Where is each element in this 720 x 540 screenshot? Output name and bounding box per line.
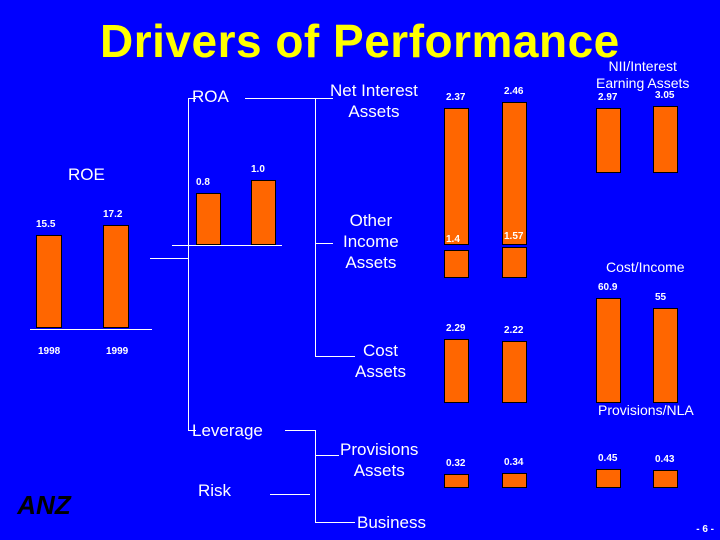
bar-1-0 — [196, 193, 221, 245]
provisions-assets-label: Provisions Assets — [340, 440, 419, 480]
bar-3-1 — [502, 247, 527, 278]
year-label-1998: 1998 — [38, 346, 61, 357]
bar-8-1 — [653, 470, 678, 488]
bar-2-0 — [444, 108, 469, 245]
year-label-1999: 1999 — [106, 346, 129, 357]
roe-label: ROE — [68, 165, 105, 184]
other-income-label: Other Income Assets — [343, 211, 399, 272]
cost-income-label: Cost/Income — [606, 259, 685, 275]
bar-value-1-1: 1.0 — [251, 164, 265, 175]
bar-6-1 — [653, 106, 678, 173]
bar-0-0 — [36, 235, 62, 328]
bar-1-1 — [251, 180, 276, 245]
bar-7-0 — [596, 298, 621, 403]
cost-assets-label: Cost Assets — [355, 341, 407, 381]
bar-value-8-1: 0.43 — [655, 454, 675, 465]
roa-label: ROA — [192, 87, 229, 106]
bar-value-0-0: 15.5 — [36, 219, 56, 230]
bar-7-1 — [653, 308, 678, 403]
svg-text:ANZ: ANZ — [16, 490, 72, 520]
bar-value-4-0: 2.29 — [446, 323, 466, 334]
bar-value-5-0: 0.32 — [446, 458, 466, 469]
bar-value-7-0: 60.9 — [598, 282, 618, 293]
bar-value-7-1: 55 — [655, 292, 667, 303]
bar-3-0 — [444, 250, 469, 278]
bar-value-6-0: 2.97 — [598, 92, 618, 103]
bar-value-2-1: 2.46 — [504, 86, 524, 97]
bar-4-1 — [502, 341, 527, 403]
leverage-label: Leverage — [192, 421, 263, 440]
anz-logo: ANZ — [8, 490, 80, 520]
bar-value-0-1: 17.2 — [103, 209, 123, 220]
bar-value-3-0: 1.4 — [446, 234, 460, 245]
bar-value-1-0: 0.8 — [196, 177, 210, 188]
bar-value-5-1: 0.34 — [504, 457, 524, 468]
bar-value-4-1: 2.22 — [504, 325, 524, 336]
bar-value-8-0: 0.45 — [598, 453, 618, 464]
business-label: Business — [357, 513, 426, 532]
page-number: - 6 - — [696, 524, 714, 535]
bar-6-0 — [596, 108, 621, 173]
bar-value-3-1: 1.57 — [504, 231, 524, 242]
risk-label: Risk — [198, 481, 232, 500]
bar-value-2-0: 2.37 — [446, 92, 466, 103]
bar-2-1 — [502, 102, 527, 245]
provisions-nla-label: Provisions/NLA — [598, 402, 694, 418]
bar-5-1 — [502, 473, 527, 488]
page-title: Drivers of Performance — [100, 15, 620, 67]
bar-0-1 — [103, 225, 129, 328]
bar-5-0 — [444, 474, 469, 488]
net-interest-label: Net Interest Assets — [330, 81, 418, 121]
bar-8-0 — [596, 469, 621, 488]
nii-label: NII/Interest Earning Assets — [596, 58, 690, 91]
bar-4-0 — [444, 339, 469, 403]
bar-value-6-1: 3.05 — [655, 90, 675, 101]
